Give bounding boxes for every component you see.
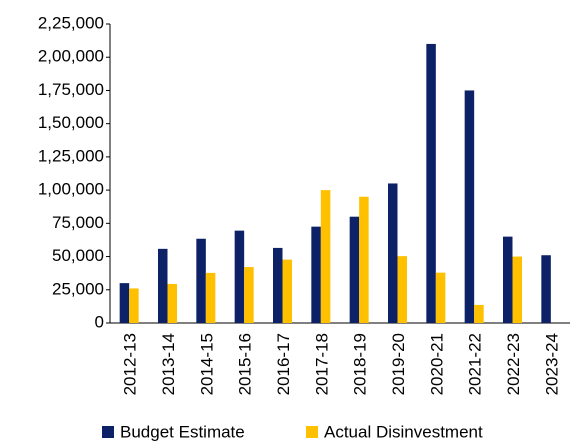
bar [541, 255, 551, 323]
x-tick-label: 2012-13 [121, 333, 140, 395]
y-tick-label: 1,50,000 [38, 113, 104, 132]
y-tick-label: 1,25,000 [38, 146, 104, 165]
bar [311, 226, 321, 323]
x-tick-label: 2015-16 [236, 333, 255, 395]
x-tick-label: 2014-15 [197, 333, 216, 395]
y-tick-label: 50,000 [52, 246, 104, 265]
bar [205, 272, 216, 323]
x-tick-label: 2023-24 [542, 333, 561, 395]
legend-label: Actual Disinvestment [324, 422, 483, 441]
legend-swatch [306, 426, 318, 438]
bar [282, 259, 292, 323]
bar [349, 216, 360, 323]
x-tick-label: 2022-23 [504, 333, 523, 395]
bar [244, 267, 254, 323]
bar [512, 256, 522, 323]
bar [474, 304, 484, 323]
y-tick-label: 2,25,000 [38, 13, 104, 32]
legend-swatch [102, 426, 114, 438]
bar [359, 196, 369, 323]
x-tick-label: 2016-17 [274, 333, 293, 395]
bar [167, 283, 177, 323]
bar [435, 272, 446, 323]
x-tick-label: 2017-18 [312, 333, 331, 395]
bar [426, 43, 436, 323]
bar [388, 183, 398, 323]
bar [397, 256, 407, 323]
y-tick-label: 25,000 [52, 279, 104, 298]
bar [119, 283, 130, 323]
y-tick-label: 1,00,000 [38, 180, 104, 199]
bar [196, 238, 206, 323]
x-tick-label: 2020-21 [427, 333, 446, 395]
y-tick-label: 0 [95, 312, 104, 331]
x-tick-label: 2021-22 [466, 333, 485, 395]
y-tick-label: 2,00,000 [38, 47, 104, 66]
bar [234, 230, 245, 323]
bar [158, 248, 168, 323]
bar [503, 236, 513, 323]
bar [273, 247, 283, 323]
x-tick-label: 2019-20 [389, 333, 408, 395]
x-tick-label: 2013-14 [159, 333, 178, 395]
x-tick-label: 2018-19 [351, 333, 370, 395]
y-tick-label: 75,000 [52, 213, 104, 232]
legend-label: Budget Estimate [120, 422, 245, 441]
bar [464, 90, 475, 323]
bar [320, 190, 331, 323]
bar [129, 288, 139, 323]
y-tick-label: 1,75,000 [38, 80, 104, 99]
